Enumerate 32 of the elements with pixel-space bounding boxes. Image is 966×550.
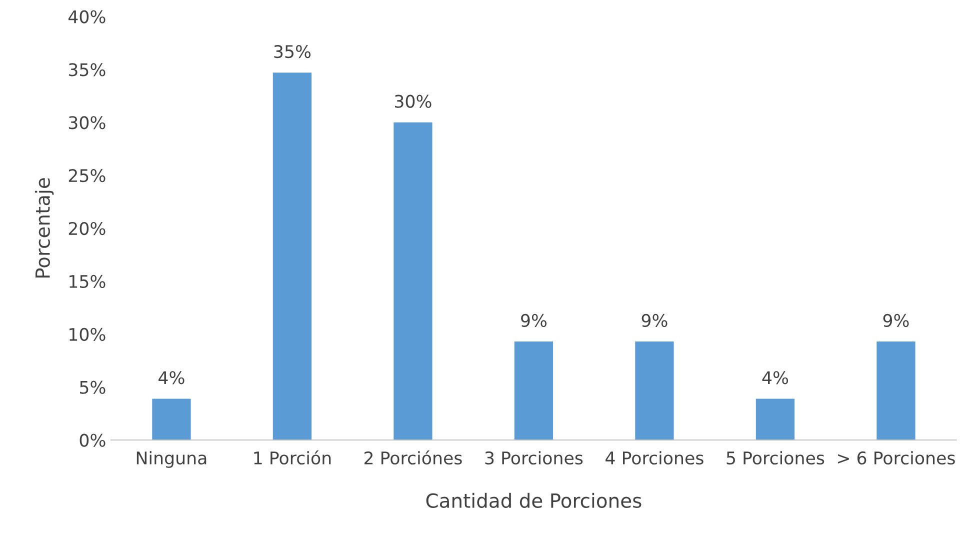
bar bbox=[272, 72, 312, 440]
data-label: 4% bbox=[158, 371, 184, 384]
data-label: 9% bbox=[642, 314, 668, 328]
data-label: 9% bbox=[883, 314, 909, 328]
x-axis-title: Cantidad de Porciones bbox=[426, 492, 642, 508]
bar bbox=[514, 342, 554, 440]
y-tick-label: 35% bbox=[68, 63, 106, 76]
bar bbox=[876, 342, 916, 440]
y-tick-label: 5% bbox=[80, 380, 106, 394]
y-tick-label: 30% bbox=[68, 116, 106, 130]
y-tick-label: 15% bbox=[70, 274, 106, 288]
y-tick-label: 0% bbox=[80, 434, 106, 447]
data-label: 9% bbox=[521, 314, 547, 328]
y-tick-label: 25% bbox=[68, 169, 106, 182]
data-label: 30% bbox=[394, 94, 432, 108]
bar bbox=[635, 342, 674, 440]
y-tick-label: 20% bbox=[68, 222, 106, 236]
bar bbox=[152, 398, 191, 440]
y-tick-label: 10% bbox=[70, 328, 106, 341]
bar bbox=[394, 122, 432, 440]
x-tick-label: 2 Porciónes bbox=[364, 450, 462, 465]
y-axis-title: Porcentaje bbox=[34, 178, 54, 278]
x-tick-label: 4 Porciones bbox=[606, 451, 704, 465]
bar bbox=[756, 398, 795, 440]
data-label: 4% bbox=[762, 371, 788, 384]
data-label: 35% bbox=[274, 45, 311, 58]
y-tick-label: 40% bbox=[68, 10, 106, 24]
x-tick-label: 1 Porción bbox=[254, 450, 331, 465]
x-tick-label: Ninguna bbox=[136, 451, 206, 468]
x-tick-label: 3 Porciones bbox=[485, 451, 583, 465]
x-tick-label: > 6 Porciones bbox=[838, 451, 955, 465]
x-tick-label: 5 Porciones bbox=[726, 451, 824, 465]
